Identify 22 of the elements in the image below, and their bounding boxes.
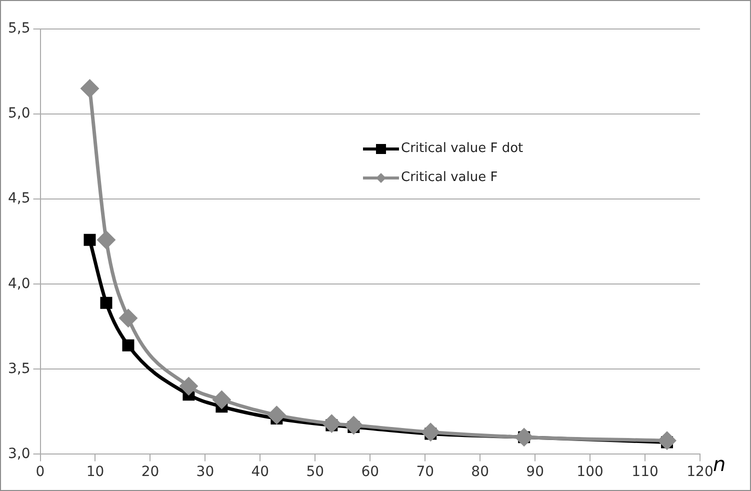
x-tick-label: 20 [141, 464, 160, 480]
y-tick-label: 3,5 [8, 360, 30, 377]
x-tick-label: 0 [36, 464, 45, 480]
x-tick-label: 60 [361, 464, 380, 480]
x-tick-label: 40 [251, 464, 270, 480]
x-tick-label: 70 [416, 464, 434, 480]
x-tick-label: 10 [86, 464, 104, 480]
y-tick-label: 3,0 [8, 446, 30, 462]
x-tick-label: 80 [471, 464, 489, 480]
x-tick-label: 100 [576, 464, 604, 480]
y-tick-label: 4,0 [8, 276, 30, 292]
y-tick-label: 5,0 [8, 106, 30, 122]
x-tick-label: 90 [526, 464, 544, 480]
y-tick-label: 4,5 [8, 190, 30, 207]
y-tick-label: 5,5 [8, 20, 30, 37]
x-axis-title: n [713, 452, 726, 476]
x-tick-label: 110 [632, 464, 658, 480]
x-tick-label: 120 [686, 464, 714, 480]
x-tick-label: 30 [196, 464, 214, 480]
legend-label: Critical value F [401, 170, 498, 185]
legend-label: Critical value F dot [401, 141, 524, 156]
x-tick-label: 50 [306, 464, 324, 480]
